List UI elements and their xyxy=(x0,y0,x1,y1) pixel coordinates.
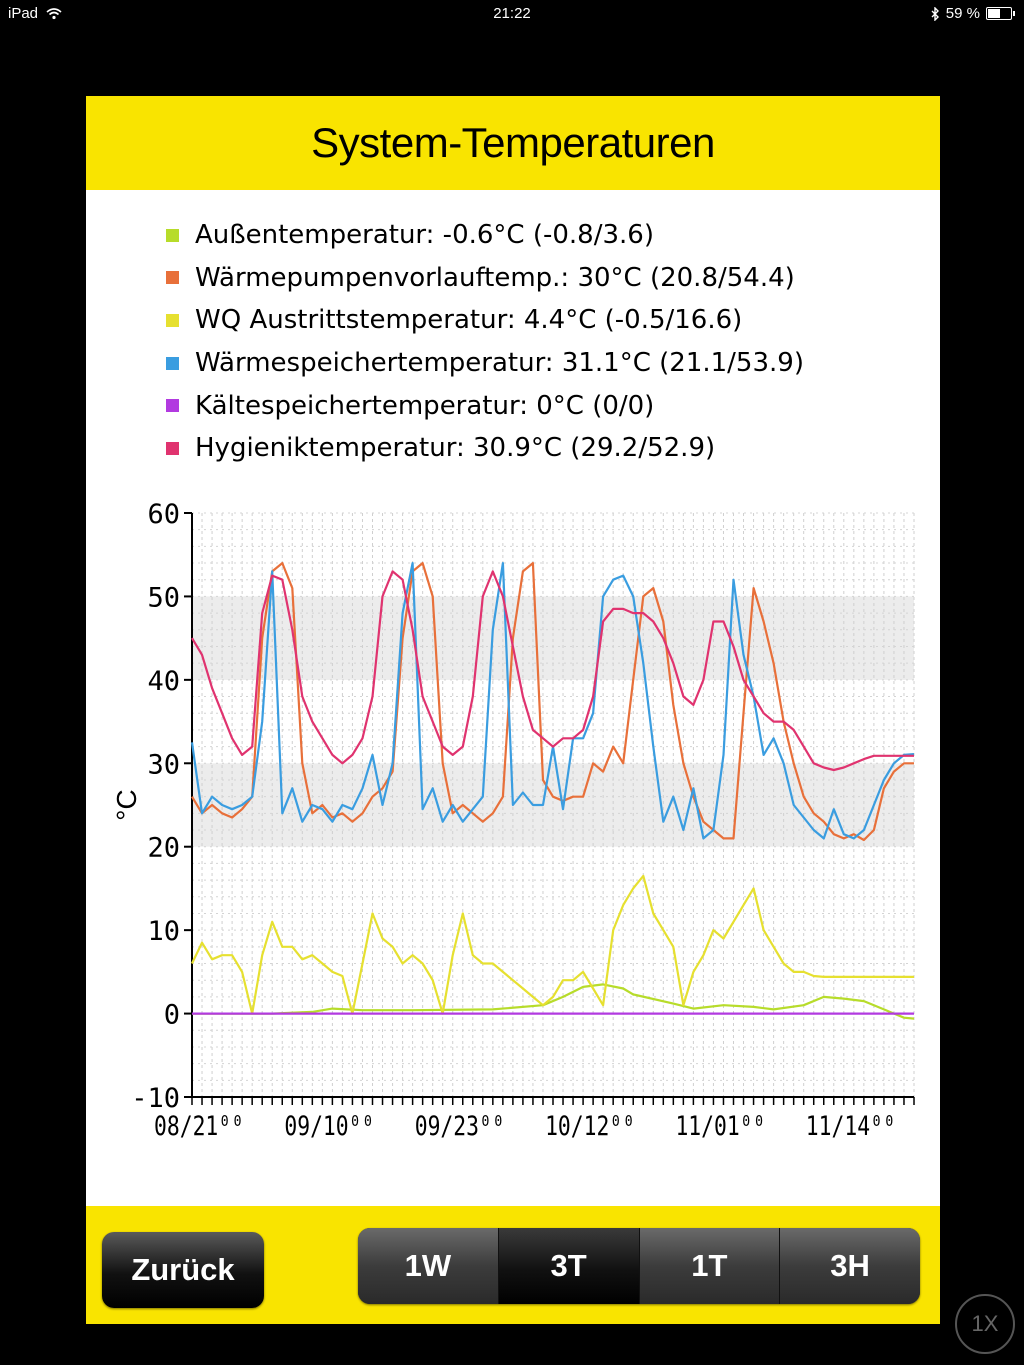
zoom-button[interactable]: 1X xyxy=(955,1294,1015,1354)
legend-label: Hygieniktemperatur: 30.9°C (29.2/52.9) xyxy=(195,433,716,464)
x-tick-label: 08/21⁰⁰ xyxy=(154,1111,244,1142)
series-line xyxy=(192,983,915,1020)
wifi-icon xyxy=(46,7,62,19)
range-button-1t[interactable]: 1T xyxy=(639,1228,781,1304)
range-button-3t[interactable]: 3T xyxy=(498,1228,640,1304)
series-line xyxy=(191,561,914,842)
back-button[interactable]: Zurück xyxy=(102,1232,264,1308)
legend-swatch xyxy=(166,228,179,242)
y-tick-label: 0 xyxy=(164,1000,180,1031)
y-axis-label: °C xyxy=(111,789,142,820)
battery-percent: 59 % xyxy=(945,5,980,22)
page-title: System-Temperaturen xyxy=(311,119,715,166)
chart-band xyxy=(192,596,914,680)
y-tick-label: 30 xyxy=(147,749,180,780)
title-bar: System-Temperaturen xyxy=(86,96,940,190)
x-tick-label: 11/01⁰⁰ xyxy=(675,1111,765,1142)
legend-swatch xyxy=(166,313,179,327)
legend-label: Wärmepumpenvorlauftemp.: 30°C (20.8/54.4… xyxy=(195,262,795,293)
chart-legend: Außentemperatur: -0.6°C (-0.8/3.6) Wärmep… xyxy=(166,214,804,470)
series-line xyxy=(191,874,914,1015)
legend-label: Kältespeichertemperatur: 0°C (0/0) xyxy=(195,390,655,421)
bottom-toolbar: Zurück 1W 3T 1T 3H xyxy=(86,1206,940,1324)
x-tick-label: 09/10⁰⁰ xyxy=(284,1111,374,1142)
y-tick-label: -10 xyxy=(131,1083,180,1114)
status-left: iPad xyxy=(8,5,62,22)
legend-item: Außentemperatur: -0.6°C (-0.8/3.6) xyxy=(166,214,804,257)
legend-swatch xyxy=(166,356,179,370)
legend-label: Wärmespeichertemperatur: 31.1°C (21.1/53… xyxy=(195,348,804,379)
device-name: iPad xyxy=(8,5,39,22)
temperature-panel: System-Temperaturen Außentemperatur: -0.… xyxy=(86,96,940,1324)
range-selector: 1W 3T 1T 3H xyxy=(358,1228,920,1304)
y-tick-label: 10 xyxy=(147,916,180,947)
status-bar: iPad 21:22 59 % xyxy=(0,0,1024,30)
status-right: 59 % xyxy=(930,5,1015,22)
legend-item: Hygieniktemperatur: 30.9°C (29.2/52.9) xyxy=(166,427,804,470)
bluetooth-icon xyxy=(931,6,939,21)
legend-item: Wärmespeichertemperatur: 31.1°C (21.1/53… xyxy=(166,342,804,385)
status-time: 21:22 xyxy=(493,5,531,22)
range-button-3h[interactable]: 3H xyxy=(780,1228,920,1304)
x-tick-label: 10/12⁰⁰ xyxy=(545,1111,635,1142)
battery-icon xyxy=(986,7,1015,20)
y-tick-label: 40 xyxy=(147,666,180,697)
series-line xyxy=(191,570,914,772)
y-tick-label: 50 xyxy=(147,582,180,613)
legend-label: WQ Austrittstemperatur: 4.4°C (-0.5/16.6… xyxy=(195,305,743,336)
range-button-1w[interactable]: 1W xyxy=(358,1228,499,1304)
legend-item: Wärmepumpenvorlauftemp.: 30°C (20.8/54.4… xyxy=(166,257,804,300)
y-tick-label: 60 xyxy=(147,499,180,530)
y-tick-label: 20 xyxy=(147,833,180,864)
legend-item: Kältespeichertemperatur: 0°C (0/0) xyxy=(166,384,804,427)
legend-label: Außentemperatur: -0.6°C (-0.8/3.6) xyxy=(195,220,654,251)
x-tick-label: 11/14⁰⁰ xyxy=(806,1111,896,1142)
legend-swatch xyxy=(166,399,179,413)
legend-swatch xyxy=(166,271,179,285)
legend-swatch xyxy=(166,441,179,455)
legend-item: WQ Austrittstemperatur: 4.4°C (-0.5/16.6… xyxy=(166,299,804,342)
chart-band xyxy=(192,763,914,847)
x-tick-label: 09/23⁰⁰ xyxy=(415,1111,505,1142)
